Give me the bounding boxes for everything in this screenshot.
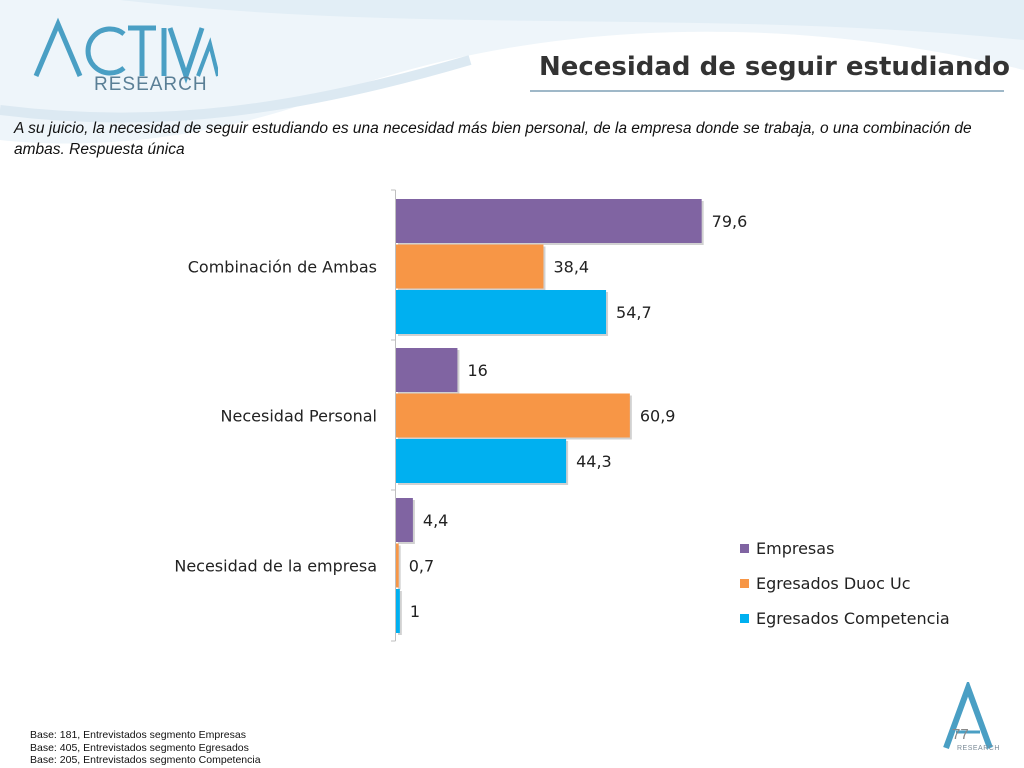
footnote-line: Base: 405, Entrevistados segmento Egresa… <box>30 741 249 754</box>
bar-empresas <box>396 199 702 243</box>
data-label: 0,7 <box>409 557 434 576</box>
legend-swatch <box>740 579 749 588</box>
category-label: Combinación de Ambas <box>188 258 377 277</box>
footnotes: Base: 181, Entrevistados segmento Empres… <box>30 729 261 767</box>
logo-mark <box>33 17 220 84</box>
data-label: 54,7 <box>616 303 652 322</box>
page-number: 77 <box>952 726 969 743</box>
corner-logo-subtitle: RESEARCH <box>957 745 1000 752</box>
corner-logo-icon <box>943 682 993 750</box>
legend-label: Empresas <box>756 539 834 558</box>
bar-egresados-competencia <box>396 290 607 334</box>
legend-swatch <box>740 544 749 553</box>
data-label: 4,4 <box>423 511 448 530</box>
bar-empresas <box>396 348 458 392</box>
legend-label: Egresados Competencia <box>756 609 950 628</box>
bar-egresados-duoc-uc <box>396 244 544 289</box>
data-label: 38,4 <box>553 258 589 277</box>
legend-swatch <box>740 614 749 623</box>
activa-logo <box>28 14 220 104</box>
bar-shadow <box>398 545 401 590</box>
survey-question: A su juicio, la necesidad de seguir estu… <box>14 120 972 158</box>
title-divider <box>530 90 1004 92</box>
logo-subtitle: RESEARCH <box>94 74 208 95</box>
footnote-line: Base: 205, Entrevistados segmento Compet… <box>30 754 261 766</box>
data-label: 44,3 <box>576 452 612 471</box>
bar-empresas <box>396 498 413 542</box>
data-label: 16 <box>467 361 487 380</box>
legend-label: Egresados Duoc Uc <box>756 574 910 593</box>
data-label: 1 <box>410 602 420 621</box>
bar-shadow <box>398 591 402 635</box>
bar-egresados-duoc-uc <box>396 393 630 438</box>
bar-egresados-competencia <box>396 589 400 633</box>
page-title: Necesidad de seguir estudiando <box>538 52 1010 82</box>
category-label: Necesidad de la empresa <box>174 557 377 576</box>
bar-egresados-competencia <box>396 439 567 483</box>
data-label: 79,6 <box>712 212 748 231</box>
category-label: Necesidad Personal <box>221 407 377 426</box>
footnote-line: Base: 181, Entrevistados segmento Empres… <box>30 729 246 741</box>
data-label: 60,9 <box>640 407 676 426</box>
bar-egresados-duoc-uc <box>396 543 399 588</box>
